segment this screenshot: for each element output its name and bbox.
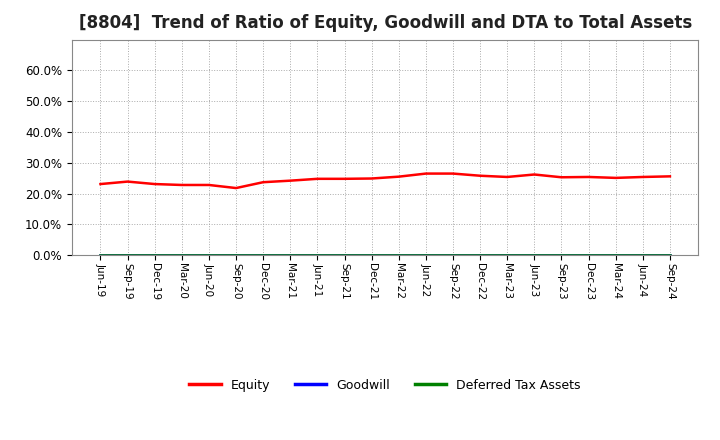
Goodwill xyxy=(395,253,403,258)
Goodwill xyxy=(557,253,566,258)
Goodwill xyxy=(313,253,322,258)
Deferred Tax Assets xyxy=(204,252,213,257)
Deferred Tax Assets xyxy=(259,252,268,257)
Equity xyxy=(150,181,159,187)
Deferred Tax Assets xyxy=(232,252,240,257)
Deferred Tax Assets xyxy=(611,252,620,257)
Equity xyxy=(123,179,132,184)
Goodwill xyxy=(530,253,539,258)
Deferred Tax Assets xyxy=(367,252,376,257)
Goodwill xyxy=(476,253,485,258)
Deferred Tax Assets xyxy=(530,252,539,257)
Deferred Tax Assets xyxy=(503,252,511,257)
Deferred Tax Assets xyxy=(96,252,105,257)
Line: Equity: Equity xyxy=(101,173,670,188)
Equity xyxy=(286,178,294,183)
Deferred Tax Assets xyxy=(341,252,349,257)
Title: [8804]  Trend of Ratio of Equity, Goodwill and DTA to Total Assets: [8804] Trend of Ratio of Equity, Goodwil… xyxy=(78,15,692,33)
Equity xyxy=(611,175,620,180)
Equity xyxy=(204,182,213,187)
Equity xyxy=(449,171,457,176)
Equity xyxy=(639,174,647,180)
Deferred Tax Assets xyxy=(476,252,485,257)
Goodwill xyxy=(150,253,159,258)
Goodwill xyxy=(123,253,132,258)
Goodwill xyxy=(449,253,457,258)
Equity xyxy=(395,174,403,180)
Equity xyxy=(530,172,539,177)
Goodwill xyxy=(665,253,674,258)
Equity xyxy=(665,174,674,179)
Deferred Tax Assets xyxy=(449,252,457,257)
Goodwill xyxy=(96,253,105,258)
Deferred Tax Assets xyxy=(557,252,566,257)
Goodwill xyxy=(421,253,430,258)
Deferred Tax Assets xyxy=(665,252,674,257)
Equity xyxy=(96,181,105,187)
Deferred Tax Assets xyxy=(313,252,322,257)
Equity xyxy=(341,176,349,181)
Goodwill xyxy=(259,253,268,258)
Goodwill xyxy=(367,253,376,258)
Equity xyxy=(259,180,268,185)
Equity xyxy=(503,174,511,180)
Deferred Tax Assets xyxy=(178,252,186,257)
Deferred Tax Assets xyxy=(639,252,647,257)
Goodwill xyxy=(639,253,647,258)
Equity xyxy=(232,185,240,191)
Goodwill xyxy=(286,253,294,258)
Equity xyxy=(557,175,566,180)
Deferred Tax Assets xyxy=(395,252,403,257)
Equity xyxy=(313,176,322,181)
Goodwill xyxy=(611,253,620,258)
Goodwill xyxy=(178,253,186,258)
Goodwill xyxy=(204,253,213,258)
Equity xyxy=(421,171,430,176)
Goodwill xyxy=(341,253,349,258)
Deferred Tax Assets xyxy=(123,252,132,257)
Deferred Tax Assets xyxy=(150,252,159,257)
Equity xyxy=(367,176,376,181)
Deferred Tax Assets xyxy=(286,252,294,257)
Goodwill xyxy=(232,253,240,258)
Equity xyxy=(584,174,593,180)
Legend: Equity, Goodwill, Deferred Tax Assets: Equity, Goodwill, Deferred Tax Assets xyxy=(184,374,586,396)
Equity xyxy=(178,182,186,187)
Equity xyxy=(476,173,485,178)
Deferred Tax Assets xyxy=(584,252,593,257)
Goodwill xyxy=(503,253,511,258)
Goodwill xyxy=(584,253,593,258)
Deferred Tax Assets xyxy=(421,252,430,257)
